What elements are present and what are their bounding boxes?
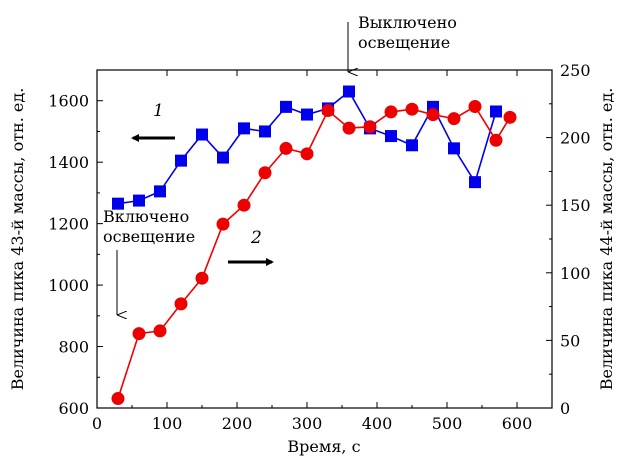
series-2-point [279, 141, 293, 155]
series-1-point [343, 85, 355, 98]
y-left-tick-label: 1400 [48, 153, 89, 172]
x-axis-title: Время, с [287, 437, 360, 456]
y-axis-right-title: Величина пика 44-й массы, отн. ед. [597, 88, 616, 391]
series-2-point [426, 108, 440, 122]
series-2-point [174, 297, 188, 311]
series-1-point [301, 108, 313, 121]
y-right-tick-label: 0 [560, 399, 570, 418]
series-1-point [217, 151, 229, 164]
series-2-point [489, 133, 503, 147]
series-1-point [112, 197, 124, 210]
x-tick-label: 600 [502, 414, 533, 433]
series-1-point [133, 194, 145, 207]
y-right-tick-label: 100 [560, 264, 591, 283]
annotation-light-on-line1: Включено [103, 207, 189, 226]
series-2-point [132, 327, 146, 341]
y-right-tick-label: 200 [560, 129, 591, 148]
x-tick-label: 100 [152, 414, 183, 433]
series-2-point [342, 121, 356, 135]
series-1-point [448, 142, 460, 155]
series-1-point [259, 125, 271, 138]
annotation-light-off-line2: освещение [358, 33, 450, 52]
series-2-point [216, 217, 230, 231]
y-right-tick-label: 50 [560, 331, 580, 350]
series-2-point [405, 102, 419, 116]
annotation-light-on-line2: освещение [103, 227, 195, 246]
y-left-tick-label: 800 [58, 338, 89, 357]
y-right-tick-label: 250 [560, 61, 591, 80]
series-2-point [195, 271, 209, 285]
series-2-point [384, 105, 398, 119]
series-1-point [238, 122, 250, 135]
series-2-point [321, 104, 335, 118]
series-2-point [153, 324, 167, 338]
series-2-point [258, 166, 272, 180]
series-1-point [280, 100, 292, 113]
y-left-tick-label: 1600 [48, 92, 89, 111]
annotation-light-off-line1: Выключено [358, 13, 457, 32]
series-2-point [503, 110, 517, 124]
y-right-tick-label: 150 [560, 196, 591, 215]
curve-2-label: 2 [250, 228, 262, 248]
x-tick-label: 400 [362, 414, 393, 433]
series-1-point [154, 185, 166, 198]
x-tick-label: 300 [292, 414, 323, 433]
series-2-point [237, 198, 251, 212]
series-1-point [469, 176, 481, 189]
x-tick-label: 500 [432, 414, 463, 433]
axis-ticks: 0 100 200 300 400 500 600600800100012001400160… [48, 61, 590, 433]
y-left-tick-label: 1000 [48, 276, 89, 295]
series-1-point [385, 130, 397, 143]
series-2-point [468, 100, 482, 114]
series-2-point [363, 120, 377, 134]
series-2-point [111, 392, 125, 406]
series-2-point [300, 147, 314, 161]
curve-1-label: 1 [153, 101, 164, 121]
series-2-point [447, 112, 461, 126]
y-left-tick-label: 1200 [48, 215, 89, 234]
series-1-point [175, 154, 187, 167]
x-tick-label: 200 [222, 414, 253, 433]
series-1-point [490, 105, 502, 118]
series-1-point [406, 139, 418, 152]
series-points [111, 85, 517, 406]
series-1-point [196, 128, 208, 141]
y-axis-left-title: Величина пика 43-й массы, отн. ед. [8, 88, 27, 391]
y-left-tick-label: 600 [58, 399, 89, 418]
x-tick-label: 0 [92, 414, 102, 433]
